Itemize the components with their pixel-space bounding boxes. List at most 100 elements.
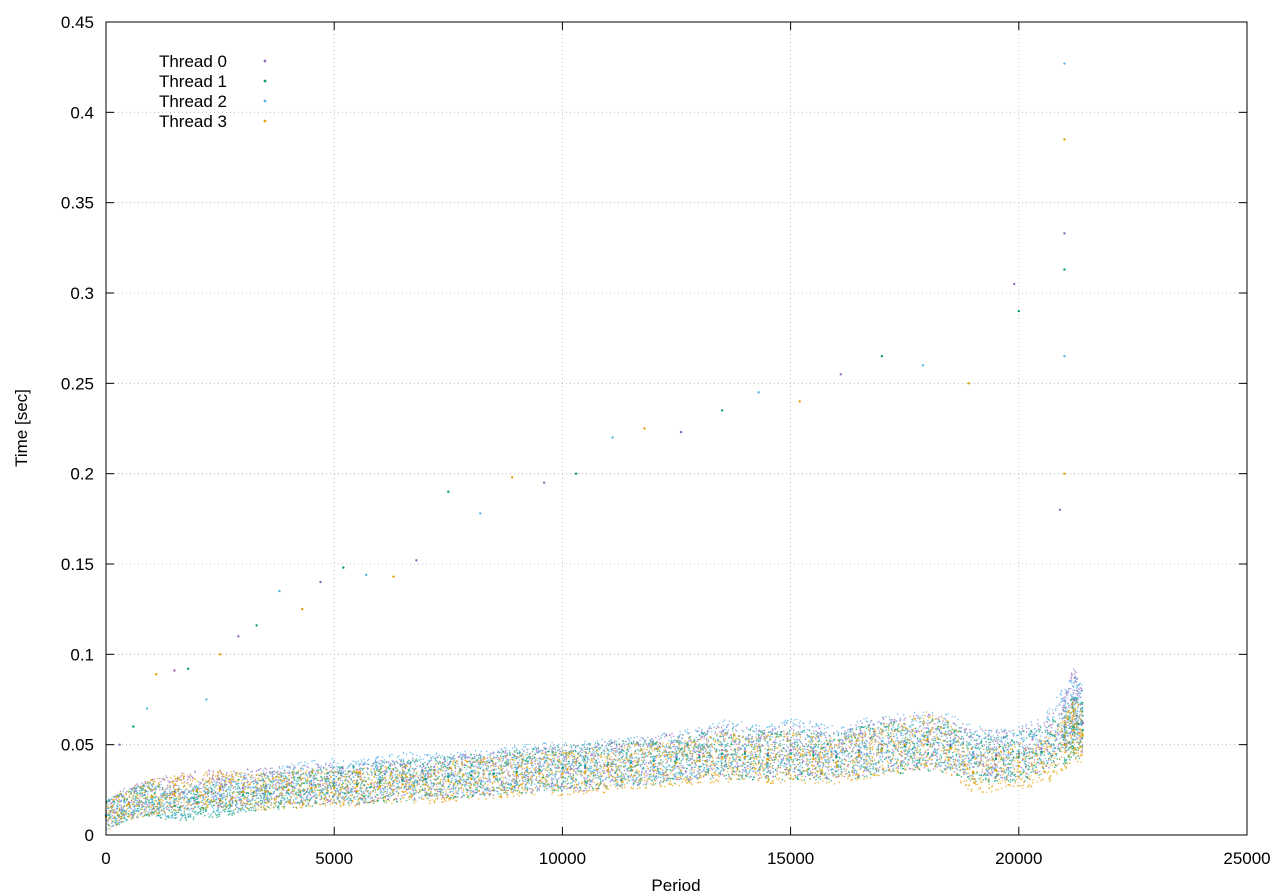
data-point bbox=[987, 774, 990, 776]
data-point bbox=[348, 777, 351, 779]
data-point bbox=[364, 789, 367, 792]
data-point bbox=[184, 780, 186, 783]
data-point bbox=[525, 758, 528, 760]
data-point bbox=[210, 788, 213, 790]
data-point bbox=[609, 781, 611, 783]
data-point bbox=[269, 772, 272, 775]
data-point bbox=[420, 785, 422, 788]
data-point bbox=[281, 795, 283, 797]
data-point bbox=[936, 766, 938, 768]
data-point bbox=[803, 760, 805, 763]
data-point bbox=[262, 773, 265, 775]
data-point bbox=[737, 765, 739, 768]
data-point bbox=[138, 789, 141, 792]
data-point bbox=[659, 742, 661, 745]
data-point bbox=[805, 743, 807, 745]
data-point bbox=[471, 794, 474, 797]
data-point bbox=[925, 727, 928, 729]
data-point bbox=[216, 816, 218, 819]
data-point bbox=[596, 742, 599, 745]
data-point bbox=[706, 765, 708, 768]
data-point bbox=[583, 776, 585, 779]
data-point bbox=[376, 782, 378, 785]
data-point bbox=[843, 775, 846, 778]
data-point bbox=[276, 789, 279, 792]
data-point bbox=[778, 751, 781, 753]
data-point bbox=[296, 780, 299, 783]
data-point bbox=[303, 799, 305, 801]
data-point bbox=[324, 788, 327, 790]
data-point bbox=[621, 739, 624, 742]
data-point bbox=[818, 732, 821, 734]
data-point bbox=[160, 816, 163, 819]
data-point bbox=[210, 804, 213, 807]
data-point bbox=[358, 792, 360, 795]
data-point bbox=[282, 772, 284, 775]
data-point bbox=[644, 776, 646, 779]
data-point bbox=[927, 724, 929, 726]
data-point bbox=[915, 714, 918, 717]
data-point bbox=[786, 737, 789, 740]
data-point bbox=[560, 782, 563, 785]
data-point bbox=[419, 778, 421, 781]
data-point bbox=[1070, 676, 1072, 678]
data-point bbox=[465, 788, 467, 790]
data-point bbox=[166, 776, 168, 779]
data-point bbox=[784, 768, 787, 771]
data-point bbox=[228, 813, 231, 815]
data-point bbox=[774, 739, 777, 741]
data-point bbox=[583, 746, 586, 748]
data-point bbox=[509, 754, 511, 757]
data-point bbox=[326, 791, 329, 794]
data-point bbox=[367, 795, 370, 797]
data-point bbox=[549, 745, 552, 748]
data-point bbox=[171, 806, 174, 808]
data-point bbox=[144, 790, 147, 793]
data-point bbox=[205, 809, 207, 811]
data-point bbox=[861, 722, 863, 725]
data-point bbox=[993, 760, 996, 762]
data-point bbox=[453, 795, 455, 798]
data-point bbox=[229, 787, 232, 789]
data-point bbox=[431, 787, 433, 790]
data-point bbox=[199, 782, 202, 784]
data-point bbox=[350, 802, 352, 804]
data-point bbox=[1054, 731, 1057, 734]
data-point bbox=[749, 766, 751, 768]
data-point bbox=[643, 763, 646, 765]
data-point bbox=[360, 782, 363, 785]
data-point bbox=[326, 775, 328, 778]
data-point bbox=[584, 748, 587, 751]
data-point bbox=[267, 791, 269, 794]
data-point bbox=[466, 796, 469, 798]
data-point bbox=[472, 793, 474, 795]
data-point bbox=[618, 743, 620, 745]
data-point bbox=[873, 724, 876, 726]
data-point bbox=[637, 781, 639, 784]
data-point bbox=[981, 729, 984, 732]
data-point bbox=[273, 770, 276, 773]
data-point bbox=[489, 753, 492, 756]
data-point bbox=[714, 732, 717, 735]
data-point bbox=[185, 819, 188, 822]
data-point bbox=[1051, 723, 1054, 726]
data-point bbox=[212, 770, 215, 772]
data-point bbox=[878, 736, 880, 739]
data-point bbox=[650, 739, 653, 742]
data-point bbox=[503, 761, 506, 764]
data-point bbox=[190, 775, 193, 778]
data-point bbox=[712, 777, 715, 779]
data-point bbox=[623, 744, 626, 747]
data-point bbox=[645, 762, 648, 764]
data-point bbox=[337, 790, 340, 793]
data-point bbox=[613, 740, 616, 742]
data-point bbox=[338, 772, 340, 775]
data-point bbox=[251, 770, 254, 772]
data-point bbox=[913, 757, 916, 759]
data-point bbox=[983, 744, 986, 746]
data-point bbox=[293, 779, 296, 782]
data-point bbox=[322, 767, 325, 769]
data-point bbox=[158, 777, 161, 780]
data-point bbox=[211, 796, 214, 799]
data-point bbox=[987, 771, 990, 774]
